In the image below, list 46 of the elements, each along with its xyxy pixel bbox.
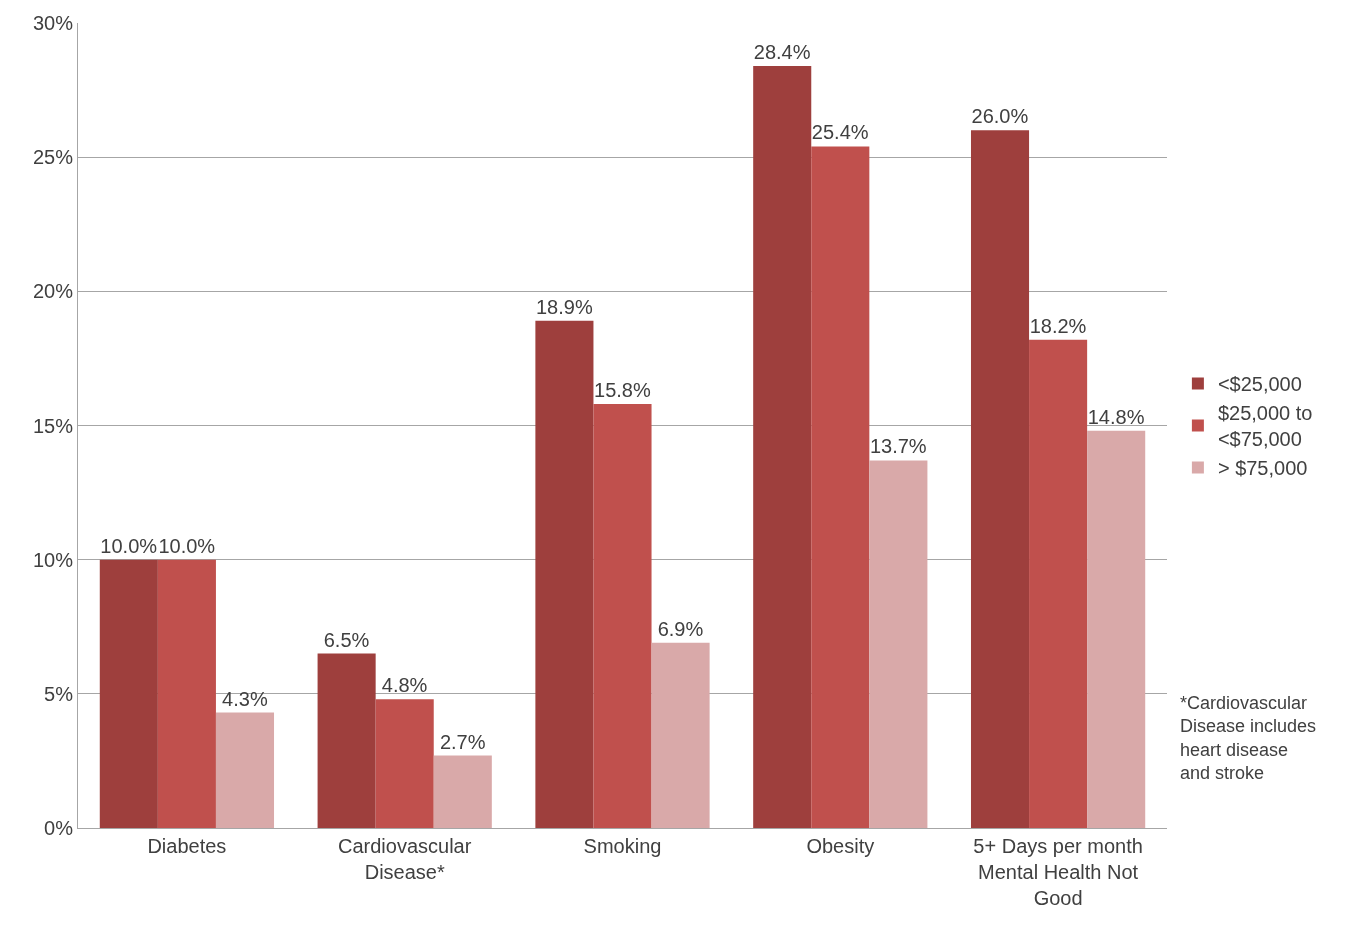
data-label: 26.0% bbox=[971, 105, 1029, 128]
bar bbox=[1087, 430, 1146, 828]
data-label: 13.7% bbox=[869, 435, 927, 458]
data-label: 4.3% bbox=[222, 687, 268, 710]
y-tick-label: 15% bbox=[32, 414, 74, 437]
x-tick-label: Cardiovascular Disease* bbox=[338, 835, 472, 883]
data-label: 25.4% bbox=[811, 121, 869, 144]
bar bbox=[317, 653, 376, 828]
bar bbox=[433, 755, 492, 828]
bar bbox=[157, 559, 216, 828]
x-tick-label: Smoking bbox=[583, 835, 662, 857]
bar bbox=[970, 130, 1030, 828]
data-label: 2.7% bbox=[439, 730, 486, 753]
data-label: 10.0% bbox=[158, 534, 216, 557]
y-tick-label: 25% bbox=[32, 146, 74, 169]
data-label: 14.8% bbox=[1087, 405, 1145, 428]
data-label: 6.9% bbox=[657, 617, 704, 640]
x-tick-label: Diabetes bbox=[147, 835, 227, 857]
data-label: 4.8% bbox=[381, 674, 428, 697]
bar bbox=[593, 404, 652, 828]
x-tick-label: 5+ Days per month Mental Health Not Good bbox=[973, 835, 1143, 909]
data-label: 18.9% bbox=[535, 295, 593, 318]
bar bbox=[869, 460, 928, 828]
data-label: 15.8% bbox=[594, 379, 651, 402]
data-label: 28.4% bbox=[753, 40, 811, 63]
bar bbox=[215, 712, 275, 828]
y-tick-label: 20% bbox=[32, 280, 74, 303]
legend-label: $25,000 to <$75,000 bbox=[1217, 402, 1313, 451]
data-label: 18.2% bbox=[1029, 314, 1087, 337]
data-label: 10.0% bbox=[100, 534, 158, 557]
data-label: 6.5% bbox=[323, 628, 370, 651]
y-tick-label: 10% bbox=[32, 548, 74, 571]
y-tick-label: 5% bbox=[44, 682, 74, 705]
bar bbox=[535, 320, 594, 828]
bar bbox=[651, 642, 710, 828]
legend-label: <$25,000 bbox=[1217, 373, 1302, 396]
legend-label: > $75,000 bbox=[1217, 457, 1308, 480]
bar bbox=[811, 146, 870, 828]
bar bbox=[375, 699, 434, 828]
bar bbox=[753, 65, 812, 828]
y-tick-label: 30% bbox=[32, 12, 74, 34]
bar bbox=[99, 559, 158, 828]
x-tick-label: Obesity bbox=[806, 835, 875, 857]
y-tick-label: 0% bbox=[44, 817, 74, 839]
text: *Cardiovascular Disease includes heart disease and stroke bbox=[1180, 693, 1317, 784]
bar bbox=[1029, 339, 1088, 828]
